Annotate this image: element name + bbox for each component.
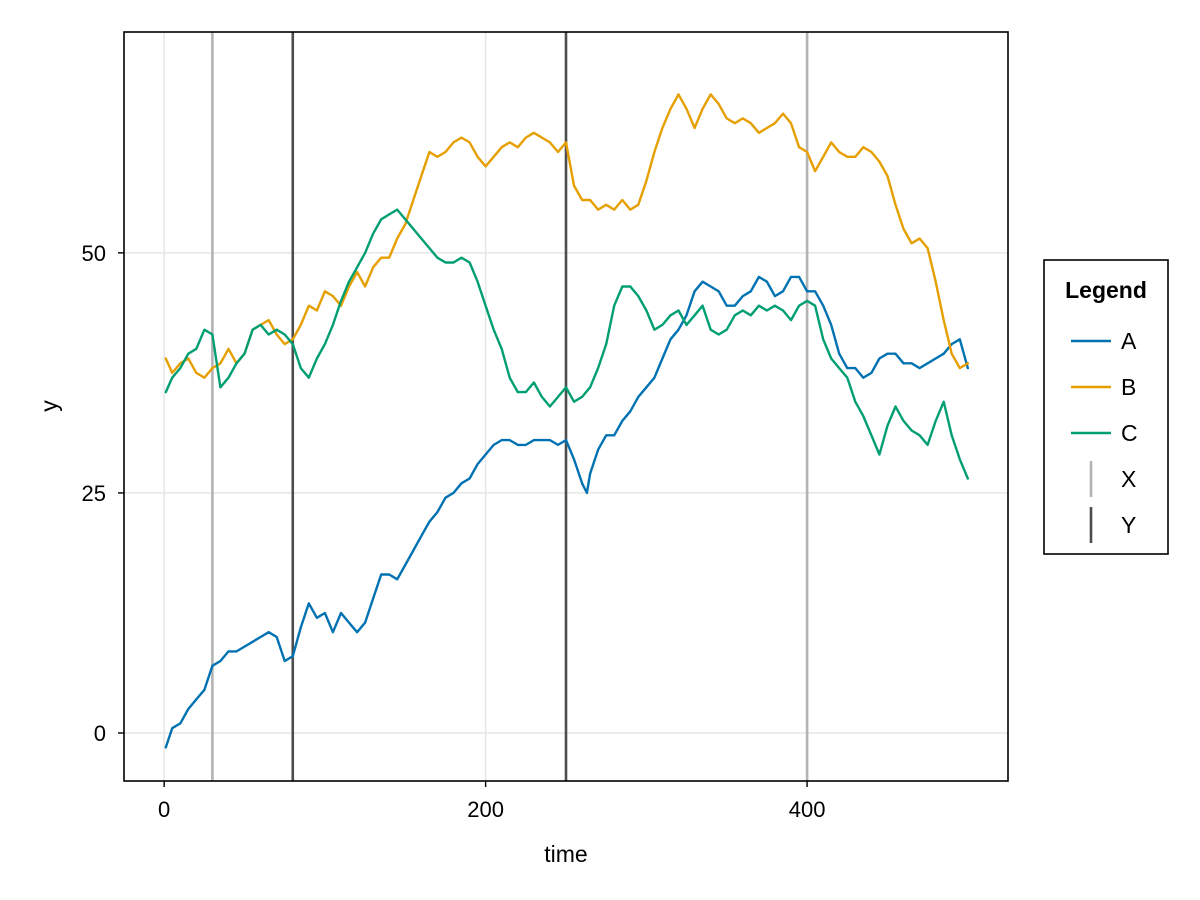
legend-label-y: Y bbox=[1121, 512, 1136, 538]
series-lines bbox=[164, 93, 969, 749]
reference-vlines bbox=[211, 32, 809, 781]
legend-label-c: C bbox=[1121, 420, 1138, 446]
x-axis-ticks: 0 200 400 bbox=[158, 781, 825, 822]
x-tick-label: 400 bbox=[789, 797, 826, 822]
legend-box bbox=[1043, 259, 1169, 555]
series-line-b bbox=[164, 93, 969, 379]
series-line-a bbox=[164, 275, 969, 749]
y-tick-label: 25 bbox=[82, 481, 106, 506]
plot-frame bbox=[123, 31, 1009, 782]
y-tick-label: 50 bbox=[82, 241, 106, 266]
legend-label-b: B bbox=[1121, 374, 1136, 400]
series-line-c bbox=[164, 208, 969, 480]
y-axis-ticks: 0 25 50 bbox=[82, 241, 124, 746]
y-tick-label: 0 bbox=[94, 721, 106, 746]
legend-title: Legend bbox=[1065, 277, 1147, 303]
x-tick-label: 200 bbox=[467, 797, 504, 822]
x-axis-label: time bbox=[544, 841, 587, 867]
legend-label-x: X bbox=[1121, 466, 1136, 492]
x-tick-label: 0 bbox=[158, 797, 170, 822]
y-axis-label: y bbox=[36, 400, 62, 412]
legend-label-a: A bbox=[1121, 328, 1137, 354]
